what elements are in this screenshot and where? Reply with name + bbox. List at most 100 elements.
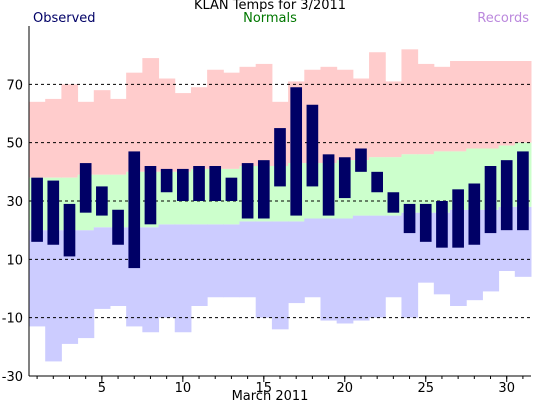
record-high-bar (61, 84, 79, 178)
record-low-bar (352, 215, 370, 321)
record-low-bar (223, 224, 241, 298)
observed-bar (177, 168, 189, 201)
record-low-bar (401, 212, 419, 318)
record-low-bar (385, 215, 402, 298)
observed-bar (257, 160, 270, 219)
normal-bar (352, 160, 370, 216)
record-high-bar (77, 101, 95, 175)
observed-bar (500, 160, 513, 231)
x-axis-label: March 2011 (231, 389, 309, 404)
record-high-bar (369, 52, 386, 158)
record-high-bar (174, 93, 192, 172)
record-high-bar (239, 66, 257, 166)
observed-bar (63, 203, 76, 257)
observed-bar (371, 171, 383, 193)
record-high-bar (417, 63, 435, 155)
chart-title: KLAN Temps for 3/2011 (193, 0, 347, 13)
record-high-bar (482, 61, 500, 149)
record-high-bar (223, 72, 241, 169)
y-tick-label: -30 (2, 370, 23, 385)
observed-bar (355, 148, 367, 172)
record-low-bar (320, 218, 338, 321)
observed-bar (96, 186, 108, 216)
observed-bar (468, 183, 481, 245)
record-low-bar (142, 227, 160, 333)
x-tick-label: 25 (417, 381, 434, 396)
legend-observed: Observed (33, 11, 96, 26)
observed-bar (436, 201, 448, 248)
record-high-bar (336, 69, 354, 161)
legend-records: Records (477, 11, 529, 26)
record-high-bar (45, 98, 62, 178)
observed-bar (484, 166, 497, 234)
observed-bar (403, 203, 416, 234)
observed-bar (517, 151, 529, 231)
observed-bar (241, 163, 254, 219)
record-high-bar (433, 66, 451, 152)
x-tick-label: 15 (256, 381, 273, 396)
record-low-bar (158, 224, 176, 318)
record-high-bar (352, 78, 370, 161)
record-low-bar (271, 221, 289, 330)
normal-bar (401, 154, 419, 213)
record-high-bar (190, 87, 208, 169)
observed-bar (274, 128, 286, 187)
record-low-bar (255, 221, 273, 318)
record-low-bar (93, 227, 111, 309)
x-tick-label: 10 (175, 381, 192, 396)
observed-bar (387, 192, 400, 213)
y-tick-label: 50 (6, 137, 23, 152)
record-low-bar (288, 221, 305, 304)
y-tick-label: 10 (6, 253, 23, 268)
record-high-bar (126, 72, 143, 172)
y-tick-label: -10 (2, 312, 23, 327)
observed-bar (306, 104, 319, 187)
record-low-bar (77, 230, 95, 339)
observed-bar (160, 168, 173, 193)
observed-bar (144, 166, 157, 225)
x-tick-label: 20 (337, 381, 354, 396)
record-high-bar (93, 90, 111, 175)
observed-bar (128, 151, 141, 269)
record-high-bar (29, 101, 46, 178)
record-high-bar (142, 58, 160, 172)
record-low-bar (109, 227, 127, 306)
observed-bar (290, 87, 303, 216)
record-low-bar (61, 230, 79, 344)
observed-bar (79, 163, 92, 213)
record-low-bar (304, 218, 321, 298)
record-high-bar (401, 49, 419, 155)
record-low-bar (207, 224, 224, 298)
observed-bar (419, 203, 432, 242)
record-low-bar (29, 230, 46, 327)
normal-bar (417, 154, 435, 213)
record-low-bar (45, 230, 62, 362)
y-tick-label: 30 (6, 195, 23, 210)
observed-bar (193, 166, 205, 201)
record-low-bar (336, 218, 354, 324)
y-tick-label: 70 (6, 78, 23, 93)
record-low-bar (369, 215, 386, 318)
record-high-bar (466, 61, 483, 149)
record-high-bar (207, 69, 224, 169)
record-high-bar (498, 61, 516, 146)
record-high-bar (450, 61, 467, 152)
record-low-bar (174, 224, 192, 333)
observed-bar (322, 154, 335, 216)
observed-bar (209, 166, 222, 201)
record-high-bar (385, 81, 402, 158)
observed-bar (112, 209, 124, 245)
legend-normals: Normals (243, 11, 297, 26)
observed-bar (47, 180, 60, 245)
observed-bar (452, 189, 464, 248)
record-high-bar (320, 66, 338, 164)
observed-bar (31, 177, 43, 242)
observed-bar (225, 177, 238, 201)
x-tick-label: 30 (498, 381, 515, 396)
record-high-bar (158, 78, 176, 172)
record-high-bar (255, 63, 273, 166)
x-tick-label: 5 (98, 381, 106, 396)
record-low-bar (190, 224, 208, 306)
record-high-bar (514, 61, 532, 143)
